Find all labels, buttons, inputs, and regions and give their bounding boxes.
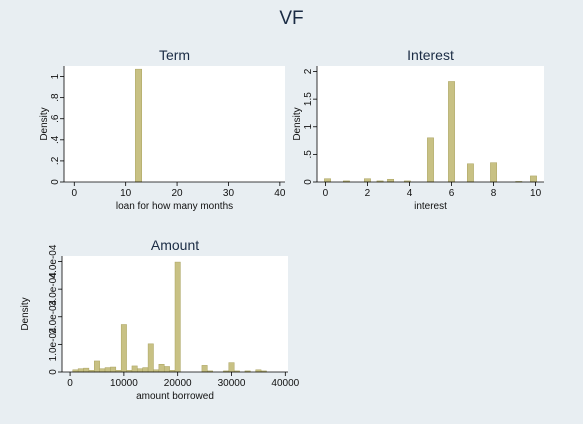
figure-title: VF	[279, 8, 304, 29]
amount-histogram: Amount 0 10000 20000 30000 40000 0 1.0e-042.0e-…	[20, 237, 300, 402]
y-tick-label: 4.0e-04	[48, 244, 59, 278]
y-tick-label: 0	[303, 179, 314, 185]
y-tick-label: .8	[50, 93, 61, 102]
histogram-bar	[387, 178, 394, 183]
x-tick-label: 10000	[110, 378, 138, 389]
panel-title: Interest	[407, 47, 454, 63]
x-tick-label: 40000	[271, 378, 299, 389]
histogram-bar	[135, 68, 142, 183]
histogram-bar	[104, 367, 111, 373]
panel-title: Amount	[151, 237, 199, 253]
y-tick-label: 1.0e-04	[48, 327, 59, 361]
y-tick-label: 1	[50, 73, 61, 79]
y-tick-label: .5	[303, 150, 314, 159]
term-histogram: Term 0 10 20 30 40 0 .2 .4 .6 .8 1 loan for how many…	[39, 47, 286, 212]
x-tick-label: 10	[530, 188, 542, 199]
y-tick-label: 0	[50, 179, 61, 185]
x-tick-label: 10	[120, 188, 132, 199]
x-tick-label: 40	[274, 188, 286, 199]
histogram-bar	[83, 367, 90, 373]
y-axis-label: Density	[20, 297, 31, 330]
histogram-bar	[490, 162, 497, 183]
histogram-bar	[158, 364, 165, 373]
histogram-bar	[163, 366, 170, 373]
panel-title: Term	[159, 47, 190, 63]
x-axis-label: amount borrowed	[136, 391, 214, 402]
histogram-bar	[99, 368, 106, 373]
histogram-bar	[174, 261, 181, 373]
y-tick-label: 2.0e-04	[48, 299, 59, 333]
histogram-bar	[530, 175, 537, 183]
y-tick-label: 1	[303, 124, 314, 130]
histogram-bar	[324, 178, 331, 183]
histogram-bar	[467, 163, 474, 183]
x-tick-label: 2	[365, 188, 371, 199]
histogram-bar	[364, 178, 371, 183]
interest-histogram: Interest 0 2 4 6 8 10 0 .5 1 1.5 2 interest Density	[292, 47, 544, 212]
histogram-bar	[131, 365, 138, 373]
y-axis-label: Density	[292, 107, 303, 140]
x-tick-label: 20	[172, 188, 184, 199]
y-tick-label: 1.5	[303, 92, 314, 106]
x-tick-label: 4	[407, 188, 413, 199]
y-axis-label: Density	[39, 107, 50, 140]
histogram-bar	[142, 367, 149, 373]
plot-area	[64, 66, 285, 182]
x-tick-label: 0	[67, 378, 73, 389]
x-tick-label: 0	[71, 188, 77, 199]
histogram-bar	[201, 365, 208, 373]
histogram-bar	[228, 362, 235, 373]
histogram-bar	[448, 81, 455, 183]
histogram-bar	[94, 360, 100, 373]
histogram-bar	[120, 324, 127, 373]
y-tick-label: 3.0e-04	[48, 272, 59, 306]
x-tick-label: 20000	[164, 378, 192, 389]
x-axis-label: loan for how many months	[116, 201, 233, 212]
x-tick-label: 30	[223, 188, 235, 199]
histogram-bar	[137, 368, 143, 373]
x-tick-label: 0	[323, 188, 329, 199]
x-tick-label: 30000	[218, 378, 246, 389]
y-tick-label: 2	[303, 68, 314, 74]
histogram-bar	[77, 368, 84, 373]
y-tick-label: .6	[50, 114, 61, 123]
x-axis-label: interest	[414, 201, 447, 212]
x-tick-label: 6	[449, 188, 455, 199]
histogram-bar	[427, 137, 434, 183]
histogram-bar	[110, 366, 117, 373]
y-tick-label: .4	[50, 135, 61, 144]
histogram-bar	[147, 343, 154, 373]
x-tick-label: 8	[491, 188, 497, 199]
y-tick-label: .2	[50, 156, 61, 165]
y-tick-label: 0	[48, 369, 59, 375]
